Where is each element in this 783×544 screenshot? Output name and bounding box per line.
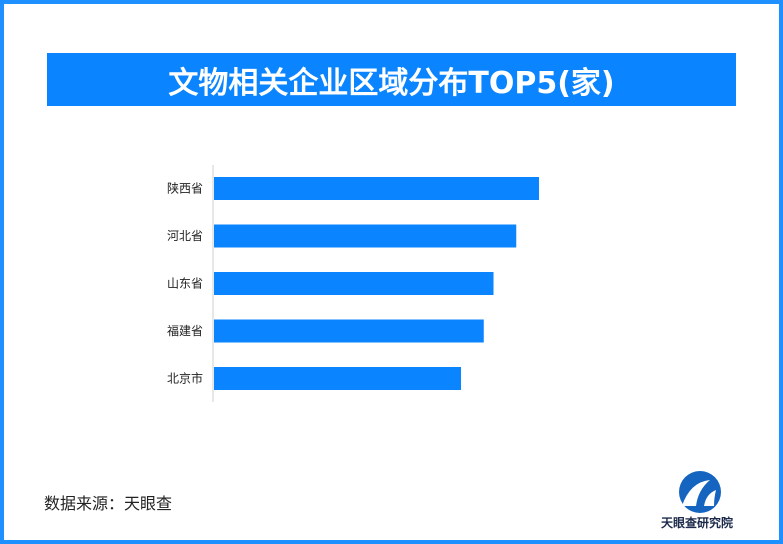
bar-0 — [214, 177, 539, 200]
bar-3 — [214, 319, 484, 343]
tianyancha-logo-icon — [679, 471, 721, 513]
category-label-0: 陕西省 — [167, 181, 203, 196]
category-label-4: 北京市 — [167, 371, 203, 386]
title-banner: 文物相关企业区域分布TOP5(家) — [47, 53, 736, 106]
bar-1 — [214, 224, 517, 248]
brand-label: 天眼查研究院 — [661, 516, 734, 530]
bar-4 — [214, 367, 461, 390]
data-source: 数据来源：天眼查 — [44, 494, 173, 513]
category-label-1: 河北省 — [167, 229, 203, 243]
chart-title: 文物相关企业区域分布TOP5(家) — [168, 65, 615, 101]
category-label-3: 福建省 — [167, 323, 203, 338]
category-label-2: 山东省 — [167, 277, 203, 291]
bar-2 — [214, 272, 494, 295]
